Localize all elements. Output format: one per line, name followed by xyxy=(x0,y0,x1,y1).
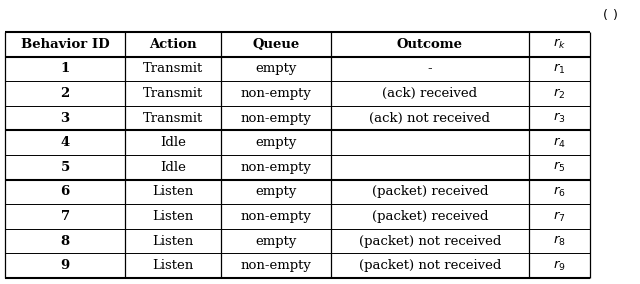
Text: Transmit: Transmit xyxy=(143,87,204,100)
Text: non-empty: non-empty xyxy=(241,161,312,174)
Text: $r_7$: $r_7$ xyxy=(553,210,566,224)
Text: Behavior ID: Behavior ID xyxy=(21,38,109,51)
Text: empty: empty xyxy=(255,136,297,149)
Text: -: - xyxy=(428,62,432,75)
Text: non-empty: non-empty xyxy=(241,210,312,223)
Text: non-empty: non-empty xyxy=(241,259,312,272)
Text: Transmit: Transmit xyxy=(143,112,204,125)
Text: Listen: Listen xyxy=(153,259,194,272)
Text: non-empty: non-empty xyxy=(241,87,312,100)
Text: 8: 8 xyxy=(61,235,70,248)
Text: $r_9$: $r_9$ xyxy=(553,259,566,273)
Text: 4: 4 xyxy=(61,136,70,149)
Text: empty: empty xyxy=(255,62,297,75)
Text: (packet) received: (packet) received xyxy=(372,185,488,199)
Text: empty: empty xyxy=(255,235,297,248)
Text: 5: 5 xyxy=(61,161,70,174)
Text: (ack) received: (ack) received xyxy=(382,87,477,100)
Text: Transmit: Transmit xyxy=(143,62,204,75)
Text: Listen: Listen xyxy=(153,210,194,223)
Text: Listen: Listen xyxy=(153,235,194,248)
Text: $r_2$: $r_2$ xyxy=(553,86,566,101)
Text: 3: 3 xyxy=(61,112,70,125)
Text: Listen: Listen xyxy=(153,185,194,199)
Text: $r_8$: $r_8$ xyxy=(553,234,566,248)
Text: $r_5$: $r_5$ xyxy=(553,160,566,174)
Text: (packet) received: (packet) received xyxy=(372,210,488,223)
Text: 6: 6 xyxy=(61,185,70,199)
Text: $(\enspace)$: $(\enspace)$ xyxy=(602,7,618,22)
Text: (packet) not received: (packet) not received xyxy=(358,259,501,272)
Text: Action: Action xyxy=(150,38,197,51)
Text: non-empty: non-empty xyxy=(241,112,312,125)
Text: $r_3$: $r_3$ xyxy=(553,111,566,125)
Text: $r_4$: $r_4$ xyxy=(553,136,566,150)
Text: Idle: Idle xyxy=(161,136,186,149)
Text: Outcome: Outcome xyxy=(397,38,463,51)
Text: (ack) not received: (ack) not received xyxy=(369,112,490,125)
Text: $r_6$: $r_6$ xyxy=(553,185,566,199)
Text: Idle: Idle xyxy=(161,161,186,174)
Text: 2: 2 xyxy=(61,87,70,100)
Text: $r_1$: $r_1$ xyxy=(553,62,566,76)
Text: 7: 7 xyxy=(61,210,70,223)
Text: $r_k$: $r_k$ xyxy=(553,37,566,51)
Text: Queue: Queue xyxy=(252,38,300,51)
Text: 1: 1 xyxy=(61,62,70,75)
Text: (packet) not received: (packet) not received xyxy=(358,235,501,248)
Text: 9: 9 xyxy=(61,259,70,272)
Text: empty: empty xyxy=(255,185,297,199)
